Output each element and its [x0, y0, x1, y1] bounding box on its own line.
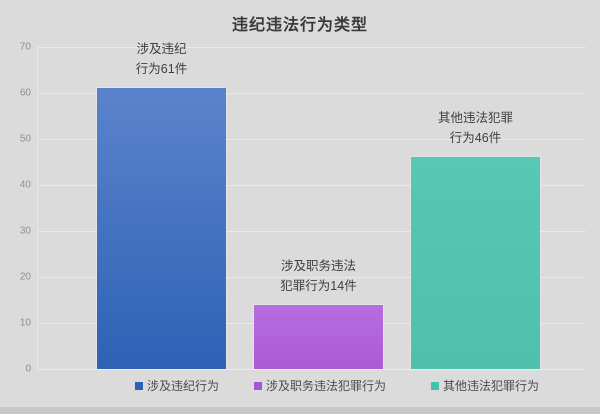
legend-swatch-icon — [134, 381, 143, 390]
bar-2 — [254, 304, 383, 369]
y-tick-label: 40 — [19, 179, 31, 191]
legend-item-2: 涉及职务违法犯罪行为 — [253, 377, 387, 394]
legend-label: 涉及违纪行为 — [146, 379, 220, 393]
y-tick-label: 10 — [19, 317, 31, 329]
bar-3 — [411, 157, 540, 369]
y-axis: 0 10 20 30 40 50 60 70 — [0, 0, 31, 414]
y-tick-label: 70 — [19, 41, 31, 53]
y-tick-label: 50 — [19, 133, 31, 145]
gridline — [38, 185, 586, 186]
y-tick-label: 30 — [19, 225, 31, 237]
gridline — [38, 277, 586, 278]
chart-title: 违纪违法行为类型 — [231, 17, 368, 34]
y-tick-label: 60 — [19, 87, 31, 99]
gridline — [38, 93, 586, 94]
legend-item-3: 其他违法犯罪行为 — [430, 377, 540, 394]
bar-label-3: 其他违法犯罪 行为46件 — [437, 111, 514, 146]
plot-area: 涉及违纪 行为61件涉及职务违法 犯罪行为14件 其他违法犯罪 行为46件 — [37, 42, 586, 370]
gridline — [38, 139, 586, 140]
bar-1 — [97, 88, 226, 369]
gridline — [38, 231, 586, 232]
legend: 涉及违纪行为 涉及职务违法犯罪行为 其他违法犯罪行为 — [0, 377, 600, 395]
bar-label-1: 涉及违纪 行为61件 — [135, 42, 188, 77]
gridline — [38, 369, 586, 370]
y-tick-label: 0 — [25, 363, 31, 375]
legend-swatch-icon — [253, 381, 262, 390]
y-tick-label: 20 — [19, 271, 31, 283]
legend-label: 其他违法犯罪行为 — [442, 379, 540, 393]
legend-label: 涉及职务违法犯罪行为 — [265, 379, 387, 393]
legend-swatch-icon — [430, 381, 439, 390]
bottom-strip — [0, 407, 600, 414]
legend-item-1: 涉及违纪行为 — [134, 377, 220, 394]
bar-label-2: 涉及职务违法 犯罪行为14件 — [280, 258, 357, 293]
gridline — [38, 47, 586, 48]
